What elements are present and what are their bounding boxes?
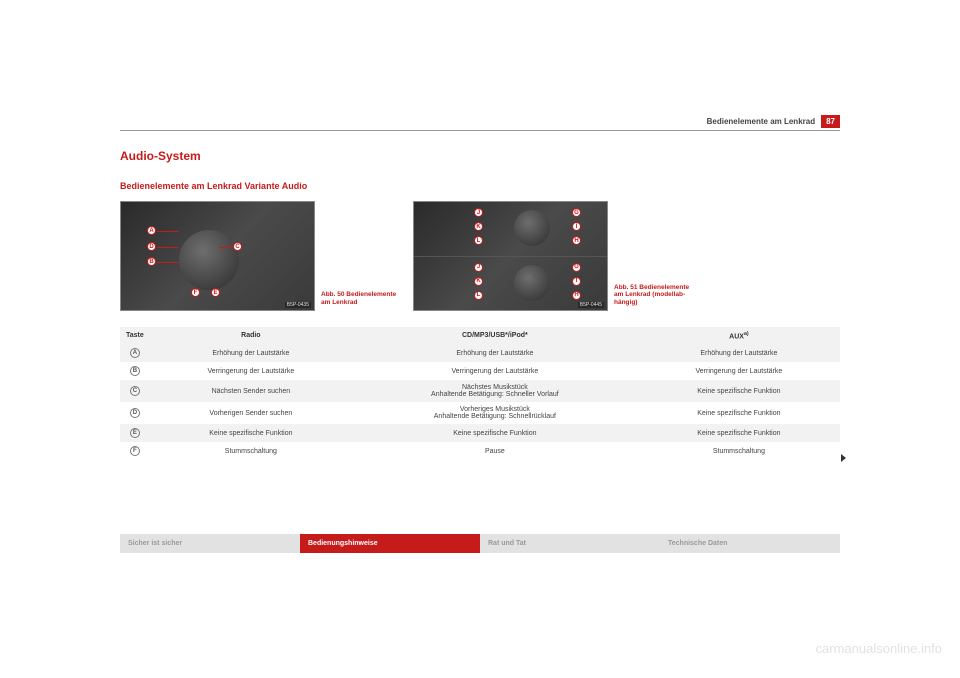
table-row: BVerringerung der LautstärkeVerringerung… [120,362,840,380]
key-circle-icon: E [130,428,140,438]
table-cell: Verringerung der Lautstärke [352,362,638,380]
callout-J: J [474,208,483,217]
heading-1: Audio-System [120,149,840,163]
key-circle-icon: C [130,386,140,396]
table-cell: Verringerung der Lautstärke [150,362,352,380]
page-content: Bedienelemente am Lenkrad 87 Audio-Syste… [120,115,840,460]
th-key: Taste [120,327,150,344]
table-cell: Erhöhung der Lautstärke [638,344,840,362]
continuation-arrow-icon [841,454,846,462]
figure-1-caption: Abb. 50 Bedienelemente am Lenkrad [321,291,401,311]
table-header-row: Taste Radio CD/MP3/USB*/iPod* AUXa) [120,327,840,344]
function-table-wrapper: Taste Radio CD/MP3/USB*/iPod* AUXa) A Erh… [120,327,840,460]
callout-G: G [572,208,581,217]
footer-tab-3: Rat und Tat [480,534,660,553]
figure-2-caption: Abb. 51 Bedienelemente am Lenkrad (model… [614,284,694,311]
figure-2-code: B5P-0445 [578,302,604,308]
table-cell: Vorheriges Musikstück Anhaltende Betätig… [352,402,638,424]
figure-1: A D B C F E B5P-0435 Abb. 50 Bedieneleme… [120,201,401,311]
table-cell: Stummschaltung [150,442,352,460]
steering-hub-icon [514,210,550,246]
key-circle-icon: F [130,446,140,456]
table-row: C Nächsten Sender suchenNächstes Musikstü… [120,380,840,402]
callout-D: D [147,242,156,251]
row-key-cell: E [120,424,150,442]
footer-tab-4: Technische Daten [660,534,840,553]
figure-2-bottom: J K L G I H B5P-0445 [414,257,607,311]
footer-tabs: Sicher ist sicher Bedienungshinweise Rat… [120,534,840,553]
callout-L: L [474,236,483,245]
table-cell: Erhöhung der Lautstärke [150,344,352,362]
table-cell: Keine spezifische Funktion [638,424,840,442]
callout-E: E [211,288,220,297]
th-aux: AUXa) [638,327,840,344]
key-circle-icon: B [130,366,140,376]
table-cell: Vorherigen Sender suchen [150,402,352,424]
figure-2: J K L G I H J K L G I H B5P-0445 [413,201,694,311]
watermark-text: carmanualsonline.info [816,641,942,656]
table-cell: Keine spezifische Funktion [352,424,638,442]
header-section-title: Bedienelemente am Lenkrad [707,117,815,126]
key-circle-icon: D [130,408,140,418]
th-cd: CD/MP3/USB*/iPod* [352,327,638,344]
callout-G: G [572,263,581,272]
table-row: AErhöhung der LautstärkeErhöhung der Lau… [120,344,840,362]
figure-1-code: B5P-0435 [285,302,311,308]
table-cell: Keine spezifische Funktion [638,402,840,424]
page-number: 87 [821,115,840,128]
callout-F: F [191,288,200,297]
callout-H: H [572,291,581,300]
th-aux-text: AUX [729,333,744,340]
lead-line-icon [157,247,179,248]
key-circle-icon: A [130,348,140,358]
callout-A: A [147,226,156,235]
table-row: D Vorherigen Sender suchenVorheriges Musi… [120,402,840,424]
table-cell: Keine spezifische Funktion [150,424,352,442]
th-aux-sup: a) [744,331,749,337]
table-cell: Erhöhung der Lautstärke [352,344,638,362]
callout-J: J [474,263,483,272]
table-row: F StummschaltungPauseStummschaltung [120,442,840,460]
table-cell: Keine spezifische Funktion [638,380,840,402]
table-cell: Nächstes Musikstück Anhaltende Betätigun… [352,380,638,402]
steering-hub-icon [179,230,239,290]
callout-L: L [474,291,483,300]
function-table: Taste Radio CD/MP3/USB*/iPod* AUXa) A Erh… [120,327,840,460]
figure-2-image: J K L G I H J K L G I H B5P-0445 [413,201,608,311]
callout-K: K [474,222,483,231]
row-key-cell: C [120,380,150,402]
table-cell: Nächsten Sender suchen [150,380,352,402]
steering-hub-icon [514,265,550,301]
lead-line-icon [219,247,233,248]
footer-tab-1: Sicher ist sicher [120,534,300,553]
table-row: EKeine spezifische FunktionKeine spezifi… [120,424,840,442]
heading-2: Bedienelemente am Lenkrad Variante Audio [120,181,840,191]
callout-I: I [572,222,581,231]
footer-tab-2-active: Bedienungshinweise [300,534,480,553]
running-header: Bedienelemente am Lenkrad 87 [120,115,840,131]
lead-line-icon [157,231,179,232]
row-key-cell: D [120,402,150,424]
callout-C: C [233,242,242,251]
row-key-cell: F [120,442,150,460]
th-radio: Radio [150,327,352,344]
table-cell: Stummschaltung [638,442,840,460]
callout-I: I [572,277,581,286]
lead-line-icon [157,262,179,263]
figure-1-image: A D B C F E B5P-0435 [120,201,315,311]
callout-H: H [572,236,581,245]
callout-B: B [147,257,156,266]
table-cell: Pause [352,442,638,460]
figure-2-top: J K L G I H [414,202,607,257]
callout-K: K [474,277,483,286]
row-key-cell: B [120,362,150,380]
figures-row: A D B C F E B5P-0435 Abb. 50 Bedieneleme… [120,201,840,311]
table-cell: Verringerung der Lautstärke [638,362,840,380]
row-key-cell: A [120,344,150,362]
